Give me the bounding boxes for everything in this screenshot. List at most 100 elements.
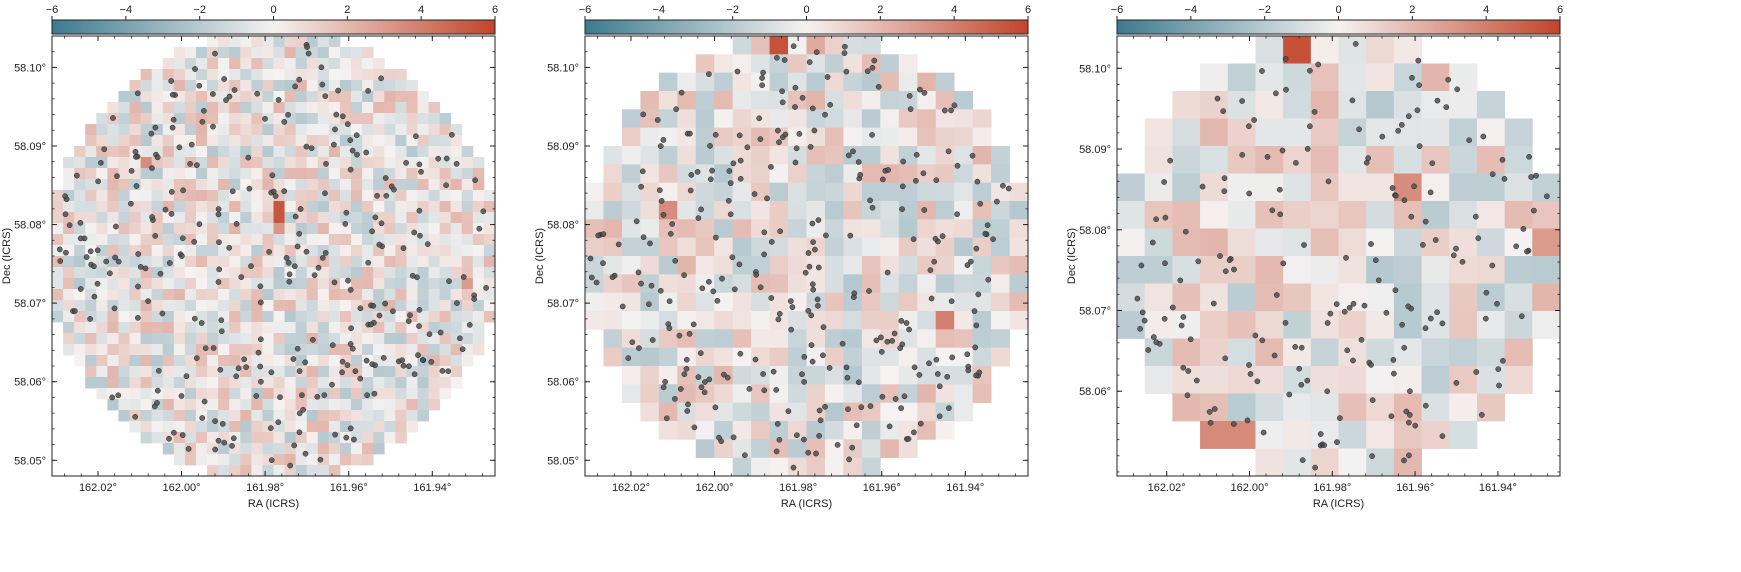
heatmap-cell [461, 278, 474, 290]
y-tick-label: 58.07° [547, 298, 579, 310]
heatmap-cell [339, 146, 352, 158]
scatter-point [314, 393, 321, 400]
heatmap-cell [417, 399, 429, 411]
heatmap-cell [406, 179, 418, 191]
scatter-point [133, 154, 139, 160]
heatmap-cell [788, 146, 807, 165]
scatter-point [1445, 76, 1452, 83]
heatmap-cell [417, 344, 429, 356]
heatmap-cell [861, 256, 881, 275]
heatmap-cell [428, 157, 441, 169]
scatter-point [111, 305, 118, 312]
heatmap-cell [251, 201, 263, 213]
y-tick-label: 58.08° [547, 220, 579, 232]
scatter-point [793, 145, 800, 152]
scatter-point [439, 368, 446, 374]
heatmap-cell [151, 300, 164, 312]
heatmap-cell [96, 113, 108, 125]
heatmap-cell [1009, 182, 1029, 202]
scatter-point [128, 200, 134, 207]
heatmap-cell [640, 329, 660, 349]
scatter-point [845, 406, 851, 413]
scatter-point [212, 50, 218, 57]
heatmap-cell [339, 410, 352, 422]
scatter-point [1254, 378, 1261, 385]
scatter-point [713, 234, 719, 241]
heatmap-cell [173, 91, 186, 103]
heatmap-cell [151, 124, 164, 136]
heatmap-cell [428, 278, 441, 290]
heatmap-cell [328, 322, 341, 334]
heatmap-cell [229, 355, 241, 367]
scatter-point [774, 54, 780, 61]
heatmap-cell [677, 182, 697, 202]
heatmap-cell [229, 179, 241, 191]
heatmap-cell [229, 443, 241, 455]
heatmap-cell [362, 47, 374, 59]
heatmap-cell [262, 190, 274, 202]
heatmap-cell [483, 223, 496, 235]
heatmap-cell [339, 135, 352, 147]
heatmap-cell [450, 311, 463, 323]
scatter-point [897, 345, 904, 351]
heatmap-cell [195, 201, 208, 213]
heatmap-cell [1338, 91, 1367, 119]
heatmap-cell [74, 322, 86, 334]
heatmap-cell [621, 146, 641, 165]
heatmap-cell [824, 421, 844, 440]
scatter-point [77, 235, 84, 242]
heatmap-cell [240, 311, 252, 323]
heatmap-cell [262, 366, 274, 378]
heatmap-cell [262, 256, 274, 268]
heatmap-cell [1310, 118, 1339, 147]
heatmap-cell [395, 135, 407, 147]
heatmap-cell [640, 311, 660, 330]
scatter-point [663, 415, 670, 422]
heatmap-cell [129, 388, 141, 400]
heatmap-cell [824, 109, 844, 129]
scatter-point [1298, 344, 1305, 351]
heatmap-cell [362, 234, 374, 246]
heatmap-cell [129, 421, 141, 433]
heatmap-cell [732, 54, 752, 74]
scatter-point [1427, 189, 1434, 196]
heatmap-cell [52, 289, 64, 301]
heatmap-cell [658, 402, 678, 422]
heatmap-cell [140, 113, 153, 125]
x-tick-label: 161.96° [863, 482, 901, 494]
scatter-point [1453, 380, 1460, 386]
scatter-point [1337, 415, 1343, 421]
heatmap-cell [769, 421, 789, 440]
heatmap-cell [240, 223, 252, 235]
heatmap-cell [417, 245, 429, 257]
heatmap-cell [351, 201, 363, 213]
heatmap-cell [461, 146, 474, 158]
heatmap-cell [339, 333, 352, 345]
scatter-point [416, 307, 423, 313]
heatmap-cell [96, 135, 108, 147]
scatter-point [1231, 266, 1237, 273]
heatmap-cell [74, 311, 86, 323]
heatmap-cell [306, 366, 319, 378]
heatmap-cell [207, 421, 219, 433]
heatmap-cell [714, 292, 734, 312]
heatmap-cell [406, 201, 418, 213]
scatter-point [799, 94, 806, 101]
heatmap-cell [417, 234, 429, 246]
heatmap-cell [362, 278, 374, 290]
scatter-point [380, 355, 387, 361]
heatmap-cell [406, 333, 418, 345]
heatmap-cell [351, 245, 363, 257]
heatmap-cell [1421, 421, 1450, 449]
heatmap-cell [450, 377, 463, 389]
heatmap-cell [151, 201, 164, 213]
heatmap-cell [151, 432, 164, 444]
heatmap-cell [695, 292, 715, 312]
scatter-point [303, 143, 310, 150]
heatmap-cell [472, 344, 485, 356]
scatter-point [1350, 300, 1357, 307]
heatmap-cell [195, 168, 208, 180]
scatter-point [322, 250, 329, 256]
scatter-point [191, 238, 198, 245]
heatmap-cell [207, 432, 219, 444]
